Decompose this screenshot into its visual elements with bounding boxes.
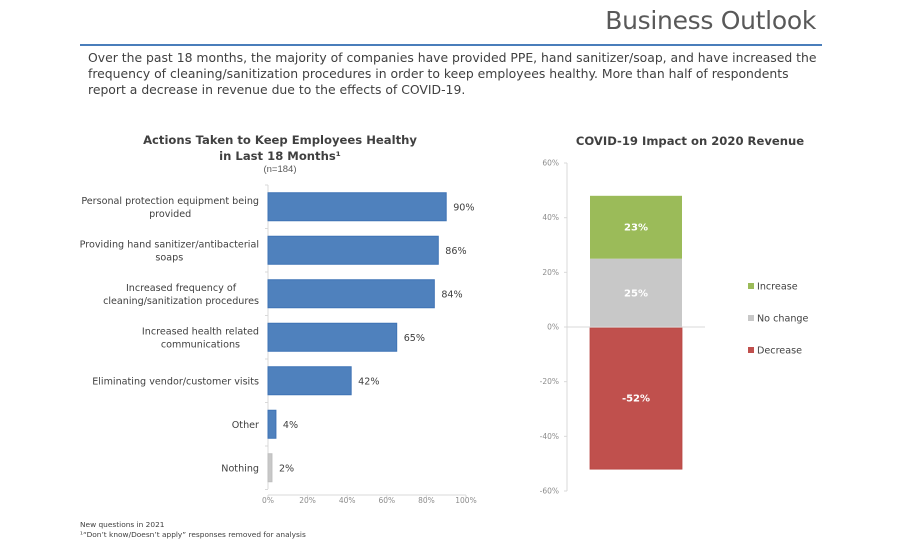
right-chart-title: COVID-19 Impact on 2020 Revenue: [575, 134, 805, 148]
category-label-line: Providing hand sanitizer/antibacterial: [80, 239, 259, 250]
x-tick-label: 80%: [418, 496, 435, 505]
category-label-line: communications: [161, 339, 240, 350]
x-tick-label: 100%: [455, 496, 476, 505]
footnote-2: ¹“Don’t know/Doesn’t apply” responses re…: [80, 530, 306, 539]
legend-swatch: [748, 347, 754, 353]
left-chart-title: Actions Taken to Keep Employees Healthy …: [140, 132, 420, 164]
bar: [267, 366, 352, 396]
y-tick-label: -40%: [540, 432, 559, 441]
bar: [267, 453, 273, 483]
x-tick-label: 60%: [378, 496, 395, 505]
bar-value-label: 42%: [358, 376, 379, 387]
legend-label: No change: [757, 314, 809, 325]
left-chart-subtitle: (n=184): [263, 164, 297, 175]
bar: [267, 322, 398, 352]
revenue-impact-chart: 60% 40% 20% 0% -20% -40% -60% 25% 23% -52% Increas…: [540, 159, 809, 496]
description-text: Over the past 18 months, the majority of…: [88, 50, 817, 97]
y-tick-label: -60%: [540, 487, 559, 496]
category-label-line: soaps: [155, 252, 183, 263]
category-label-line: Increased health related: [142, 326, 259, 337]
category-label: Nothing: [221, 463, 259, 474]
category-label-line: Nothing: [221, 463, 259, 474]
legend-swatch: [748, 315, 754, 321]
bar-value-label: 2%: [279, 463, 294, 474]
bar-value-label: 86%: [445, 246, 466, 257]
category-label-line: Other: [232, 420, 259, 431]
legend-label: Increase: [757, 282, 798, 293]
bar-value-label: 4%: [283, 420, 298, 431]
bar: [267, 279, 435, 309]
category-label: Eliminating vendor/customer visits: [92, 376, 259, 387]
stacked-segment-decrease: [589, 327, 683, 470]
left-chart-title-line1: Actions Taken to Keep Employees Healthy: [143, 133, 417, 147]
category-label-line: Personal protection equipment being: [81, 196, 259, 207]
stacked-segment-no-change: [590, 258, 682, 327]
y-tick-label: 60%: [542, 159, 559, 168]
stacked-segment-increase: [590, 195, 682, 259]
category-label: Personal protection equipment being provi…: [81, 196, 259, 220]
y-tick-label: 20%: [542, 268, 559, 277]
segment-value-label: 23%: [624, 223, 648, 234]
category-label: Providing hand sanitizer/antibacterial so…: [80, 239, 259, 263]
x-tick-label: 0%: [262, 496, 274, 505]
legend-swatch: [748, 283, 754, 289]
title-divider: [80, 44, 822, 46]
legend-label: Decrease: [757, 346, 802, 357]
bar: [267, 235, 439, 265]
y-tick-label: 40%: [542, 213, 559, 222]
category-label-line: cleaning/sanitization procedures: [103, 296, 259, 307]
segment-value-label: 25%: [624, 288, 648, 299]
bar-value-label: 84%: [441, 289, 462, 300]
left-chart-title-line2: in Last 18 Months¹: [219, 149, 341, 163]
y-tick-label: -20%: [540, 377, 559, 386]
category-label: Increased health related communications: [142, 326, 259, 350]
category-label: Increased frequency of cleaning/sanitizat…: [103, 283, 259, 307]
segment-value-label: -52%: [622, 394, 650, 405]
footnote-1: New questions in 2021: [80, 520, 165, 529]
category-label-line: Increased frequency of: [126, 283, 237, 294]
y-tick-label: 0%: [547, 323, 559, 332]
footnotes: New questions in 2021 ¹“Don’t know/Doesn…: [80, 520, 306, 540]
bar: [267, 409, 277, 439]
category-label-line: provided: [149, 209, 191, 220]
bar-value-label: 90%: [453, 202, 474, 213]
category-label-line: Eliminating vendor/customer visits: [92, 376, 259, 387]
x-tick-label: 40%: [339, 496, 356, 505]
bar-value-label: 65%: [404, 333, 425, 344]
bar: [267, 192, 447, 222]
x-tick-label: 20%: [299, 496, 316, 505]
category-label: Other: [232, 420, 259, 431]
page-title: Business Outlook: [605, 6, 816, 35]
actions-bar-chart: 0% 20% 40% 60% 80% 100% 90% Personal protection…: [80, 184, 477, 505]
